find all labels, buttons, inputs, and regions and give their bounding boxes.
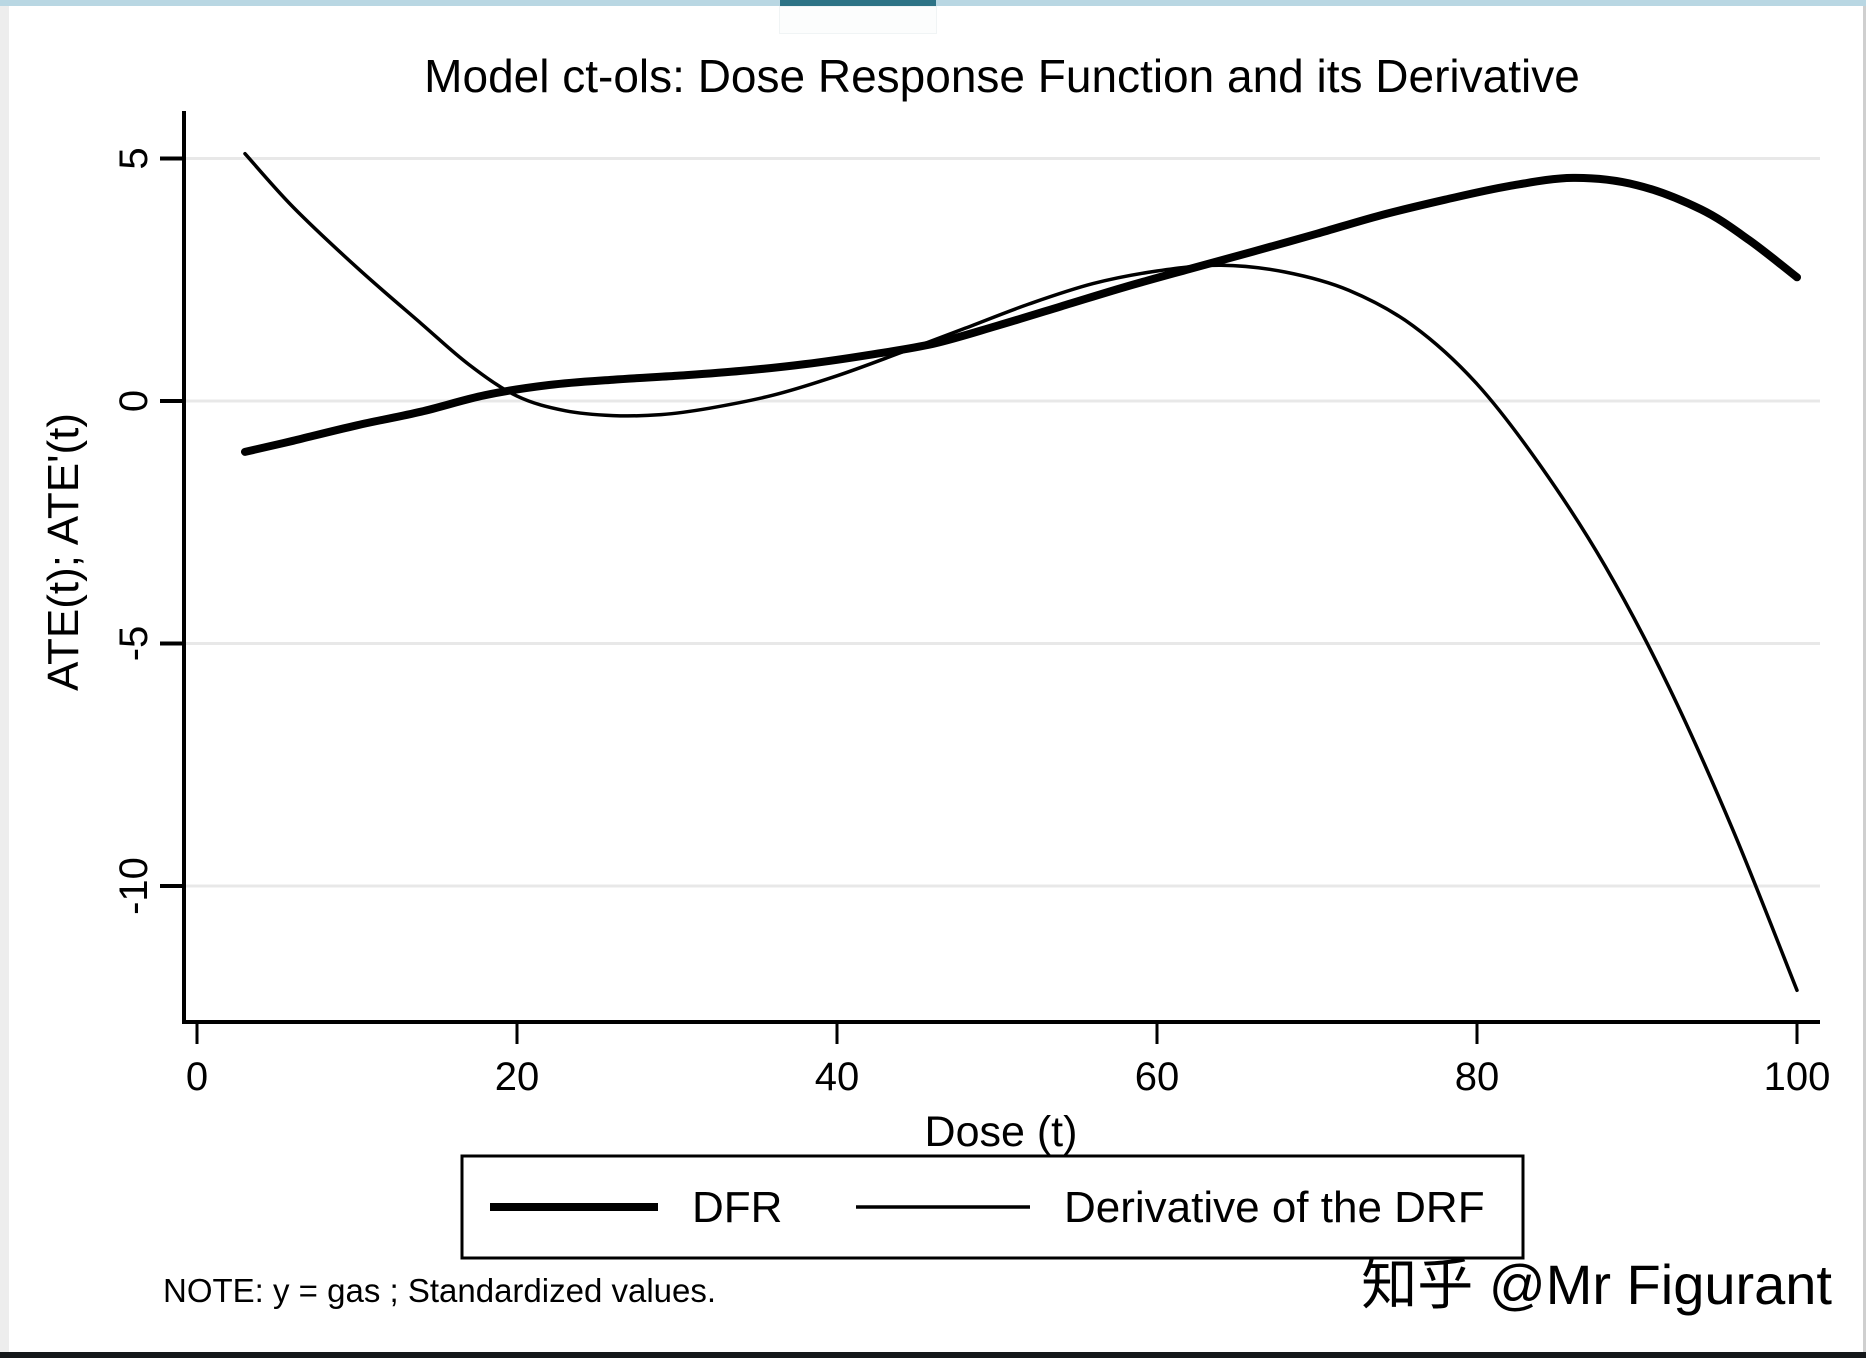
- tick-labels: 5 0 -5 -10 0 20 40 60 80 100: [112, 147, 1830, 1099]
- y-axis-title: ATE(t); ATE'(t): [39, 413, 88, 691]
- axes: [182, 111, 1820, 1024]
- chart-title: Model ct-ols: Dose Response Function and…: [424, 50, 1580, 102]
- derivative-curve: [243, 151, 1799, 993]
- tick-marks: [160, 156, 1799, 1044]
- x-tick-label-60: 60: [1135, 1055, 1180, 1099]
- chart-note: NOTE: y = gas ; Standardized values.: [163, 1272, 716, 1309]
- legend-label-derivative: Derivative of the DRF: [1064, 1183, 1485, 1232]
- x-tick-label-20: 20: [495, 1055, 540, 1099]
- bottom-edge-bar: [0, 1352, 1866, 1358]
- top-scrollbar-thumb[interactable]: [780, 0, 936, 6]
- data-curves: [241, 151, 1801, 993]
- x-tick-label-0: 0: [186, 1055, 208, 1099]
- watermark: 知乎 @Mr Figurant: [1361, 1253, 1832, 1316]
- y-tick-label-5: 5: [112, 147, 156, 169]
- x-tick-label-100: 100: [1764, 1055, 1831, 1099]
- dfr-curve: [241, 173, 1801, 456]
- x-tick-label-80: 80: [1455, 1055, 1500, 1099]
- left-edge-strip: [0, 6, 9, 1352]
- right-edge-border: [1863, 6, 1866, 1352]
- x-axis-title: Dose (t): [925, 1108, 1078, 1156]
- legend-label-dfr: DFR: [692, 1183, 782, 1232]
- x-tick-label-40: 40: [815, 1055, 860, 1099]
- legend: DFR Derivative of the DRF: [460, 1154, 1525, 1260]
- y-tick-label--10: -10: [112, 857, 156, 915]
- y-tick-label--5: -5: [112, 626, 156, 662]
- gridlines: [186, 157, 1820, 888]
- y-tick-label-0: 0: [112, 390, 156, 412]
- tab-highlight: [779, 6, 937, 34]
